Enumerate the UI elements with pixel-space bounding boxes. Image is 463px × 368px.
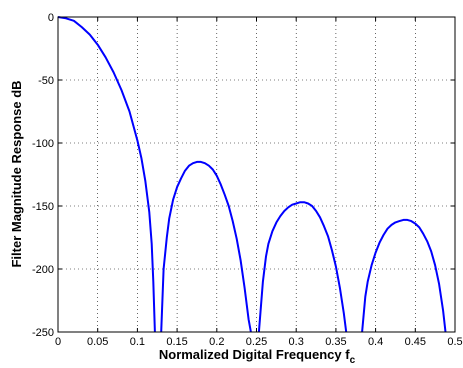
y-tick-label: 0: [48, 12, 54, 24]
y-tick-labels: 0 -50 -100 -150 -200 -250: [32, 12, 54, 339]
y-tick-label: -250: [32, 327, 54, 339]
y-tick-label: -100: [32, 138, 54, 150]
x-tick-label: 0.1: [130, 336, 145, 348]
x-axis-label-subscript: c: [350, 355, 356, 366]
x-tick-label: 0.45: [405, 336, 426, 348]
x-tick-label: 0.5: [447, 336, 462, 348]
x-tick-label: 0.05: [87, 336, 108, 348]
x-tick-label: 0.4: [368, 336, 383, 348]
series-line-segment: [257, 201, 348, 333]
x-tick-label: 0.15: [166, 336, 187, 348]
y-tick-label: -200: [32, 264, 54, 276]
x-tick-label: 0.35: [325, 336, 346, 348]
x-tick-label: 0.25: [246, 336, 267, 348]
plot-background: [58, 17, 455, 332]
x-tick-label: 0.3: [289, 336, 304, 348]
x-tick-label: 0: [55, 336, 61, 348]
series-line-segment: [361, 218, 447, 333]
x-axis-label: Normalized Digital Frequency fc: [159, 347, 356, 366]
series-line-segment: [57, 16, 156, 333]
x-tick-label: 0.2: [209, 336, 224, 348]
series-line-segment: [160, 160, 252, 333]
x-axis-label-main: Normalized Digital Frequency f: [159, 347, 350, 362]
x-tick-labels: 0 0.05 0.1 0.15 0.2 0.25 0.3 0.35 0.4 0.45 0.5: [55, 336, 463, 348]
y-tick-label: -150: [32, 201, 54, 213]
response-curve: [57, 16, 447, 333]
y-axis-label: Filter Magnitude Response dB: [9, 80, 24, 267]
y-tick-label: -50: [38, 75, 54, 87]
axis-ticks: [57, 16, 456, 333]
